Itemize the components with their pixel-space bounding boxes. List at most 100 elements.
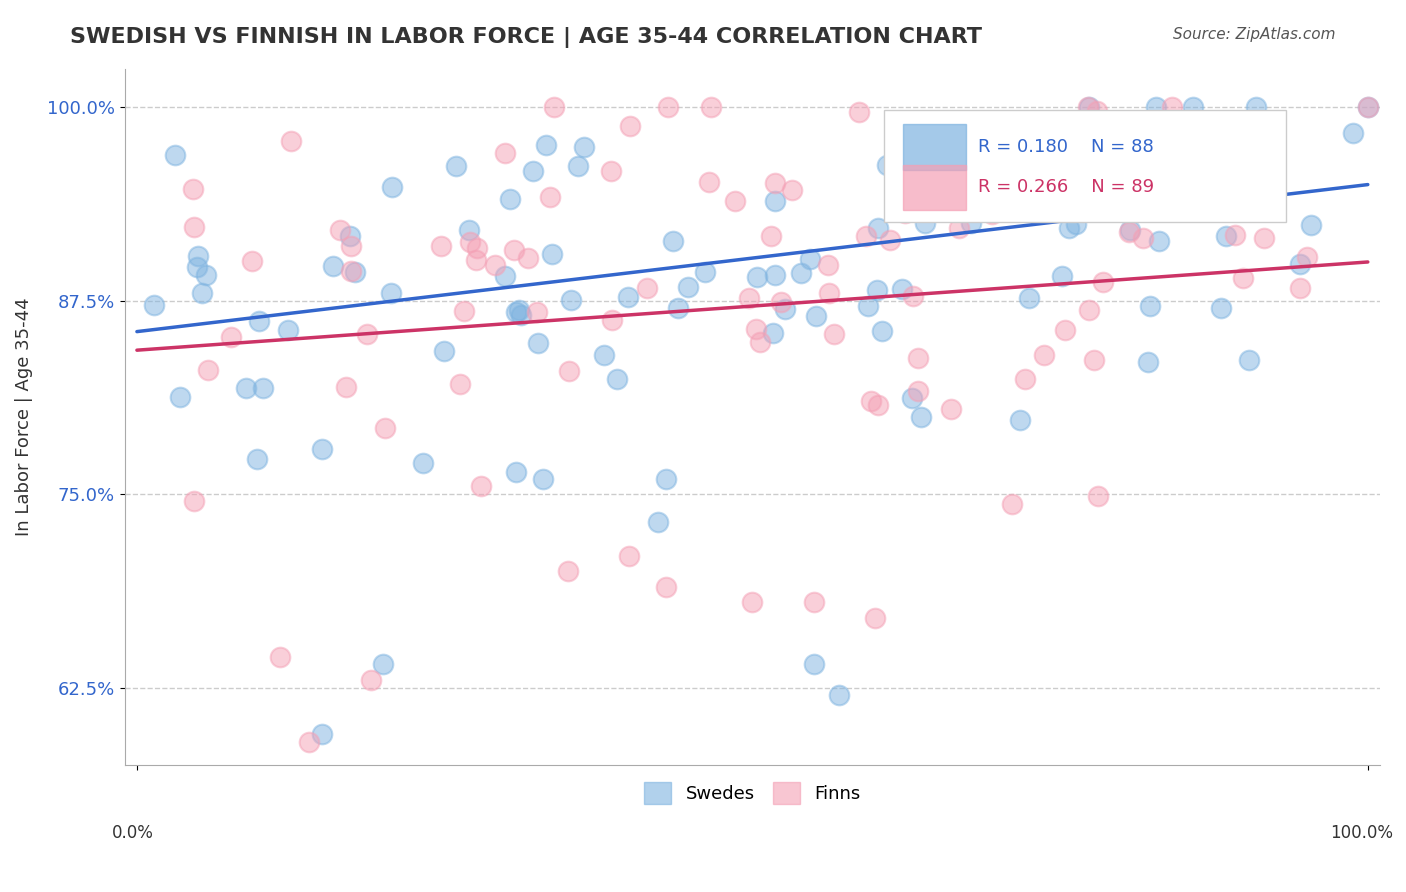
Text: 0.0%: 0.0% (112, 824, 153, 842)
Finns (859, 393, 882, 408)
Finns (374, 420, 396, 434)
Finns (817, 258, 839, 272)
Finns (1001, 497, 1024, 511)
Finns (340, 238, 363, 252)
Finns (1132, 231, 1154, 245)
Finns (1087, 489, 1109, 503)
Finns (907, 351, 929, 366)
Swedes (1299, 219, 1322, 233)
Swedes (246, 452, 269, 467)
Finns (1209, 195, 1232, 210)
FancyBboxPatch shape (903, 165, 966, 210)
Swedes (339, 228, 361, 243)
Finns (1174, 130, 1197, 145)
Swedes (252, 381, 274, 395)
Text: Source: ZipAtlas.com: Source: ZipAtlas.com (1173, 27, 1336, 42)
Finns (269, 650, 291, 665)
Swedes (1289, 257, 1312, 271)
Swedes (866, 283, 889, 297)
Finns (763, 176, 786, 190)
Text: R = 0.180    N = 88: R = 0.180 N = 88 (979, 137, 1154, 155)
Swedes (827, 688, 849, 702)
Finns (183, 494, 205, 508)
Finns (1144, 121, 1167, 136)
Swedes (901, 391, 924, 405)
Swedes (1064, 217, 1087, 231)
Swedes (531, 472, 554, 486)
Finns (1053, 323, 1076, 337)
Swedes (1144, 100, 1167, 114)
Finns (538, 190, 561, 204)
Swedes (1128, 187, 1150, 202)
Swedes (457, 223, 479, 237)
Swedes (870, 324, 893, 338)
Finns (948, 221, 970, 235)
Finns (879, 233, 901, 247)
Swedes (884, 182, 907, 196)
Finns (1083, 353, 1105, 368)
Swedes (655, 472, 678, 486)
Finns (700, 100, 723, 114)
Finns (494, 146, 516, 161)
Finns (526, 305, 548, 319)
Swedes (745, 269, 768, 284)
Swedes (606, 372, 628, 386)
Swedes (661, 235, 683, 249)
Finns (848, 104, 870, 119)
Swedes (1211, 301, 1233, 315)
Finns (724, 194, 747, 208)
Swedes (789, 267, 811, 281)
Swedes (931, 197, 953, 211)
Swedes (1257, 172, 1279, 186)
FancyBboxPatch shape (884, 111, 1286, 222)
Swedes (344, 265, 367, 279)
Finns (460, 235, 482, 249)
Swedes (973, 162, 995, 177)
Swedes (505, 465, 527, 479)
Finns (329, 223, 352, 237)
Swedes (1139, 299, 1161, 313)
Swedes (959, 216, 981, 230)
Swedes (1008, 413, 1031, 427)
Finns (780, 183, 803, 197)
Text: 100.0%: 100.0% (1330, 824, 1393, 842)
Finns (360, 673, 382, 687)
Swedes (322, 259, 344, 273)
Swedes (1069, 204, 1091, 219)
Swedes (799, 252, 821, 267)
Finns (1295, 251, 1317, 265)
Finns (761, 229, 783, 244)
FancyBboxPatch shape (903, 124, 966, 169)
Finns (995, 201, 1018, 215)
Finns (1092, 275, 1115, 289)
Finns (855, 228, 877, 243)
Swedes (560, 293, 582, 307)
Finns (181, 182, 204, 196)
Swedes (277, 323, 299, 337)
Swedes (1357, 100, 1379, 114)
Swedes (1246, 100, 1268, 114)
Finns (183, 220, 205, 235)
Finns (942, 132, 965, 146)
Swedes (676, 279, 699, 293)
Finns (1232, 271, 1254, 285)
Swedes (494, 268, 516, 283)
Finns (823, 326, 845, 341)
Swedes (866, 220, 889, 235)
Swedes (499, 192, 522, 206)
Swedes (444, 160, 467, 174)
Finns (1077, 100, 1099, 114)
Finns (749, 334, 772, 349)
Finns (340, 263, 363, 277)
Swedes (381, 179, 404, 194)
Finns (636, 281, 658, 295)
Finns (1118, 225, 1140, 239)
Finns (939, 401, 962, 416)
Swedes (163, 148, 186, 162)
Finns (449, 376, 471, 391)
Finns (453, 303, 475, 318)
Swedes (541, 246, 564, 260)
Swedes (143, 298, 166, 312)
Swedes (806, 309, 828, 323)
Finns (865, 611, 887, 625)
